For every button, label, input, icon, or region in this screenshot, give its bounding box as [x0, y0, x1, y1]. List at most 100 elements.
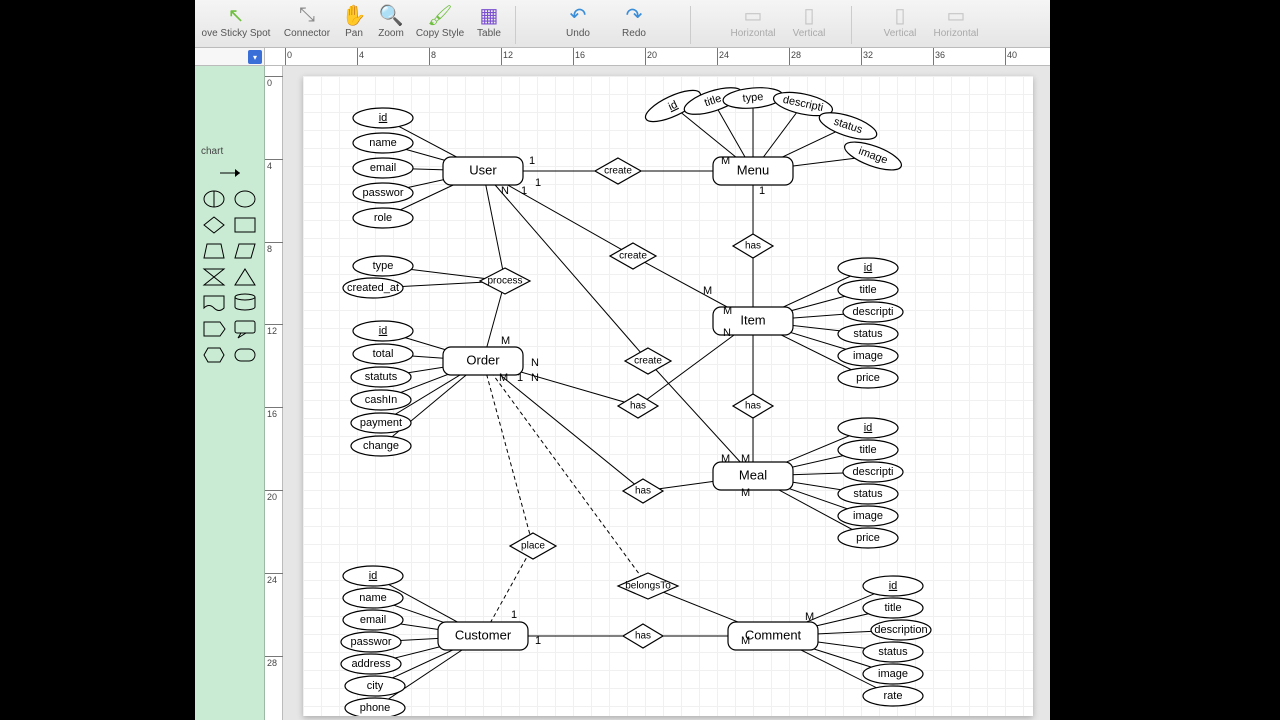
svg-text:1: 1 — [529, 155, 535, 167]
svg-text:price: price — [856, 532, 880, 544]
svg-text:total: total — [373, 348, 394, 360]
er-diagram: UserMenuItemOrderMealCustomerCommentcrea… — [303, 76, 1033, 716]
svg-text:Comment: Comment — [745, 627, 802, 642]
copy-style-button[interactable]: 🖌Copy Style — [411, 2, 469, 48]
svg-text:1: 1 — [759, 185, 765, 197]
diamond-shape-icon[interactable] — [202, 215, 226, 235]
svg-text:description: description — [874, 624, 927, 636]
svg-text:city: city — [367, 680, 384, 692]
app-window: ↖ove Sticky Spot⤡Connector✋Pan🔍Zoom🖌Copy… — [195, 0, 1050, 720]
svg-text:id: id — [379, 112, 388, 124]
svg-text:passwor: passwor — [363, 187, 404, 199]
svg-text:M: M — [721, 453, 730, 465]
pentagon-shape-icon[interactable] — [202, 319, 226, 339]
svg-text:id: id — [864, 422, 873, 434]
svg-text:1: 1 — [521, 185, 527, 197]
svg-text:payment: payment — [360, 417, 402, 429]
connector-button[interactable]: ⤡Connector — [277, 2, 337, 48]
table-button[interactable]: ▦Table — [469, 2, 509, 48]
svg-text:type: type — [373, 260, 394, 272]
vertical-button: ▯Vertical — [872, 2, 928, 48]
svg-text:1: 1 — [517, 372, 523, 384]
callout-shape-icon[interactable] — [233, 319, 257, 339]
svg-text:email: email — [370, 162, 396, 174]
ove-sticky-spot-button[interactable]: ↖ove Sticky Spot — [195, 2, 277, 48]
cylinder-shape-icon[interactable] — [233, 293, 257, 313]
pan-button[interactable]: ✋Pan — [337, 2, 371, 48]
svg-text:id: id — [864, 262, 873, 274]
canvas-area[interactable]: 0481216202428 UserMenuItemOrderMealCusto… — [265, 66, 1050, 720]
svg-text:process: process — [487, 276, 522, 287]
svg-text:M: M — [723, 305, 732, 317]
svg-text:name: name — [359, 592, 387, 604]
svg-text:status: status — [853, 328, 883, 340]
redo-button[interactable]: ↷Redo — [606, 2, 662, 48]
svg-text:Meal: Meal — [739, 467, 767, 482]
svg-text:has: has — [630, 401, 646, 412]
svg-text:belongsTo: belongsTo — [625, 581, 671, 592]
svg-text:change: change — [363, 440, 399, 452]
svg-text:N: N — [531, 372, 539, 384]
svg-text:M: M — [721, 155, 730, 167]
arrow-shape-icon[interactable] — [218, 163, 242, 183]
svg-text:id: id — [889, 580, 898, 592]
svg-text:M: M — [499, 372, 508, 384]
palette-heading: chart — [195, 146, 264, 157]
horizontal-button: ▭Horizontal — [928, 2, 984, 48]
svg-text:rate: rate — [884, 690, 903, 702]
vertical-button: ▯Vertical — [781, 2, 837, 48]
svg-text:has: has — [745, 401, 761, 412]
svg-text:created_at: created_at — [347, 282, 399, 294]
svg-text:id: id — [379, 325, 388, 337]
svg-text:type: type — [742, 91, 764, 105]
ellipse-shape-icon[interactable] — [233, 189, 257, 209]
svg-text:Menu: Menu — [737, 162, 770, 177]
svg-text:M: M — [805, 611, 814, 623]
svg-text:title: title — [859, 444, 876, 456]
svg-text:M: M — [741, 453, 750, 465]
ellipse-split-shape-icon[interactable] — [202, 189, 226, 209]
svg-text:address: address — [351, 658, 391, 670]
svg-text:M: M — [741, 635, 750, 647]
svg-text:statuts: statuts — [365, 371, 398, 383]
svg-text:role: role — [374, 212, 392, 224]
svg-text:has: has — [635, 486, 651, 497]
undo-button[interactable]: ↶Undo — [550, 2, 606, 48]
svg-text:has: has — [745, 241, 761, 252]
svg-text:create: create — [619, 251, 647, 262]
svg-text:title: title — [859, 284, 876, 296]
drawing-page[interactable]: UserMenuItemOrderMealCustomerCommentcrea… — [303, 76, 1033, 716]
svg-text:title: title — [884, 602, 901, 614]
svg-text:name: name — [369, 137, 397, 149]
triangle-shape-icon[interactable] — [233, 267, 257, 287]
hourglass-shape-icon[interactable] — [202, 267, 226, 287]
svg-text:Customer: Customer — [455, 627, 512, 642]
svg-text:cashIn: cashIn — [365, 394, 397, 406]
svg-text:image: image — [853, 510, 883, 522]
trapezoid-shape-icon[interactable] — [202, 241, 226, 261]
zoom-button[interactable]: 🔍Zoom — [371, 2, 411, 48]
svg-text:id: id — [369, 570, 378, 582]
svg-text:has: has — [635, 631, 651, 642]
document-shape-icon[interactable] — [202, 293, 226, 313]
hexagon-shape-icon[interactable] — [202, 345, 226, 365]
units-dropdown-icon[interactable]: ▾ — [248, 50, 262, 64]
rect-shape-icon[interactable] — [233, 215, 257, 235]
svg-text:Item: Item — [740, 312, 765, 327]
svg-text:image: image — [853, 350, 883, 362]
svg-text:1: 1 — [535, 635, 541, 647]
svg-text:email: email — [360, 614, 386, 626]
svg-text:status: status — [853, 488, 883, 500]
toolbar: ↖ove Sticky Spot⤡Connector✋Pan🔍Zoom🖌Copy… — [195, 0, 1050, 48]
horizontal-ruler: 0481216202428323640 — [265, 48, 1050, 65]
svg-text:price: price — [856, 372, 880, 384]
parallelogram-shape-icon[interactable] — [233, 241, 257, 261]
svg-text:image: image — [878, 668, 908, 680]
svg-text:M: M — [741, 487, 750, 499]
svg-text:passwor: passwor — [351, 636, 392, 648]
ruler-corner[interactable]: ▾ — [195, 48, 265, 66]
svg-text:Order: Order — [466, 352, 500, 367]
svg-text:descripti: descripti — [853, 306, 894, 318]
svg-text:descripti: descripti — [853, 466, 894, 478]
rounded-rect-shape-icon[interactable] — [233, 345, 257, 365]
